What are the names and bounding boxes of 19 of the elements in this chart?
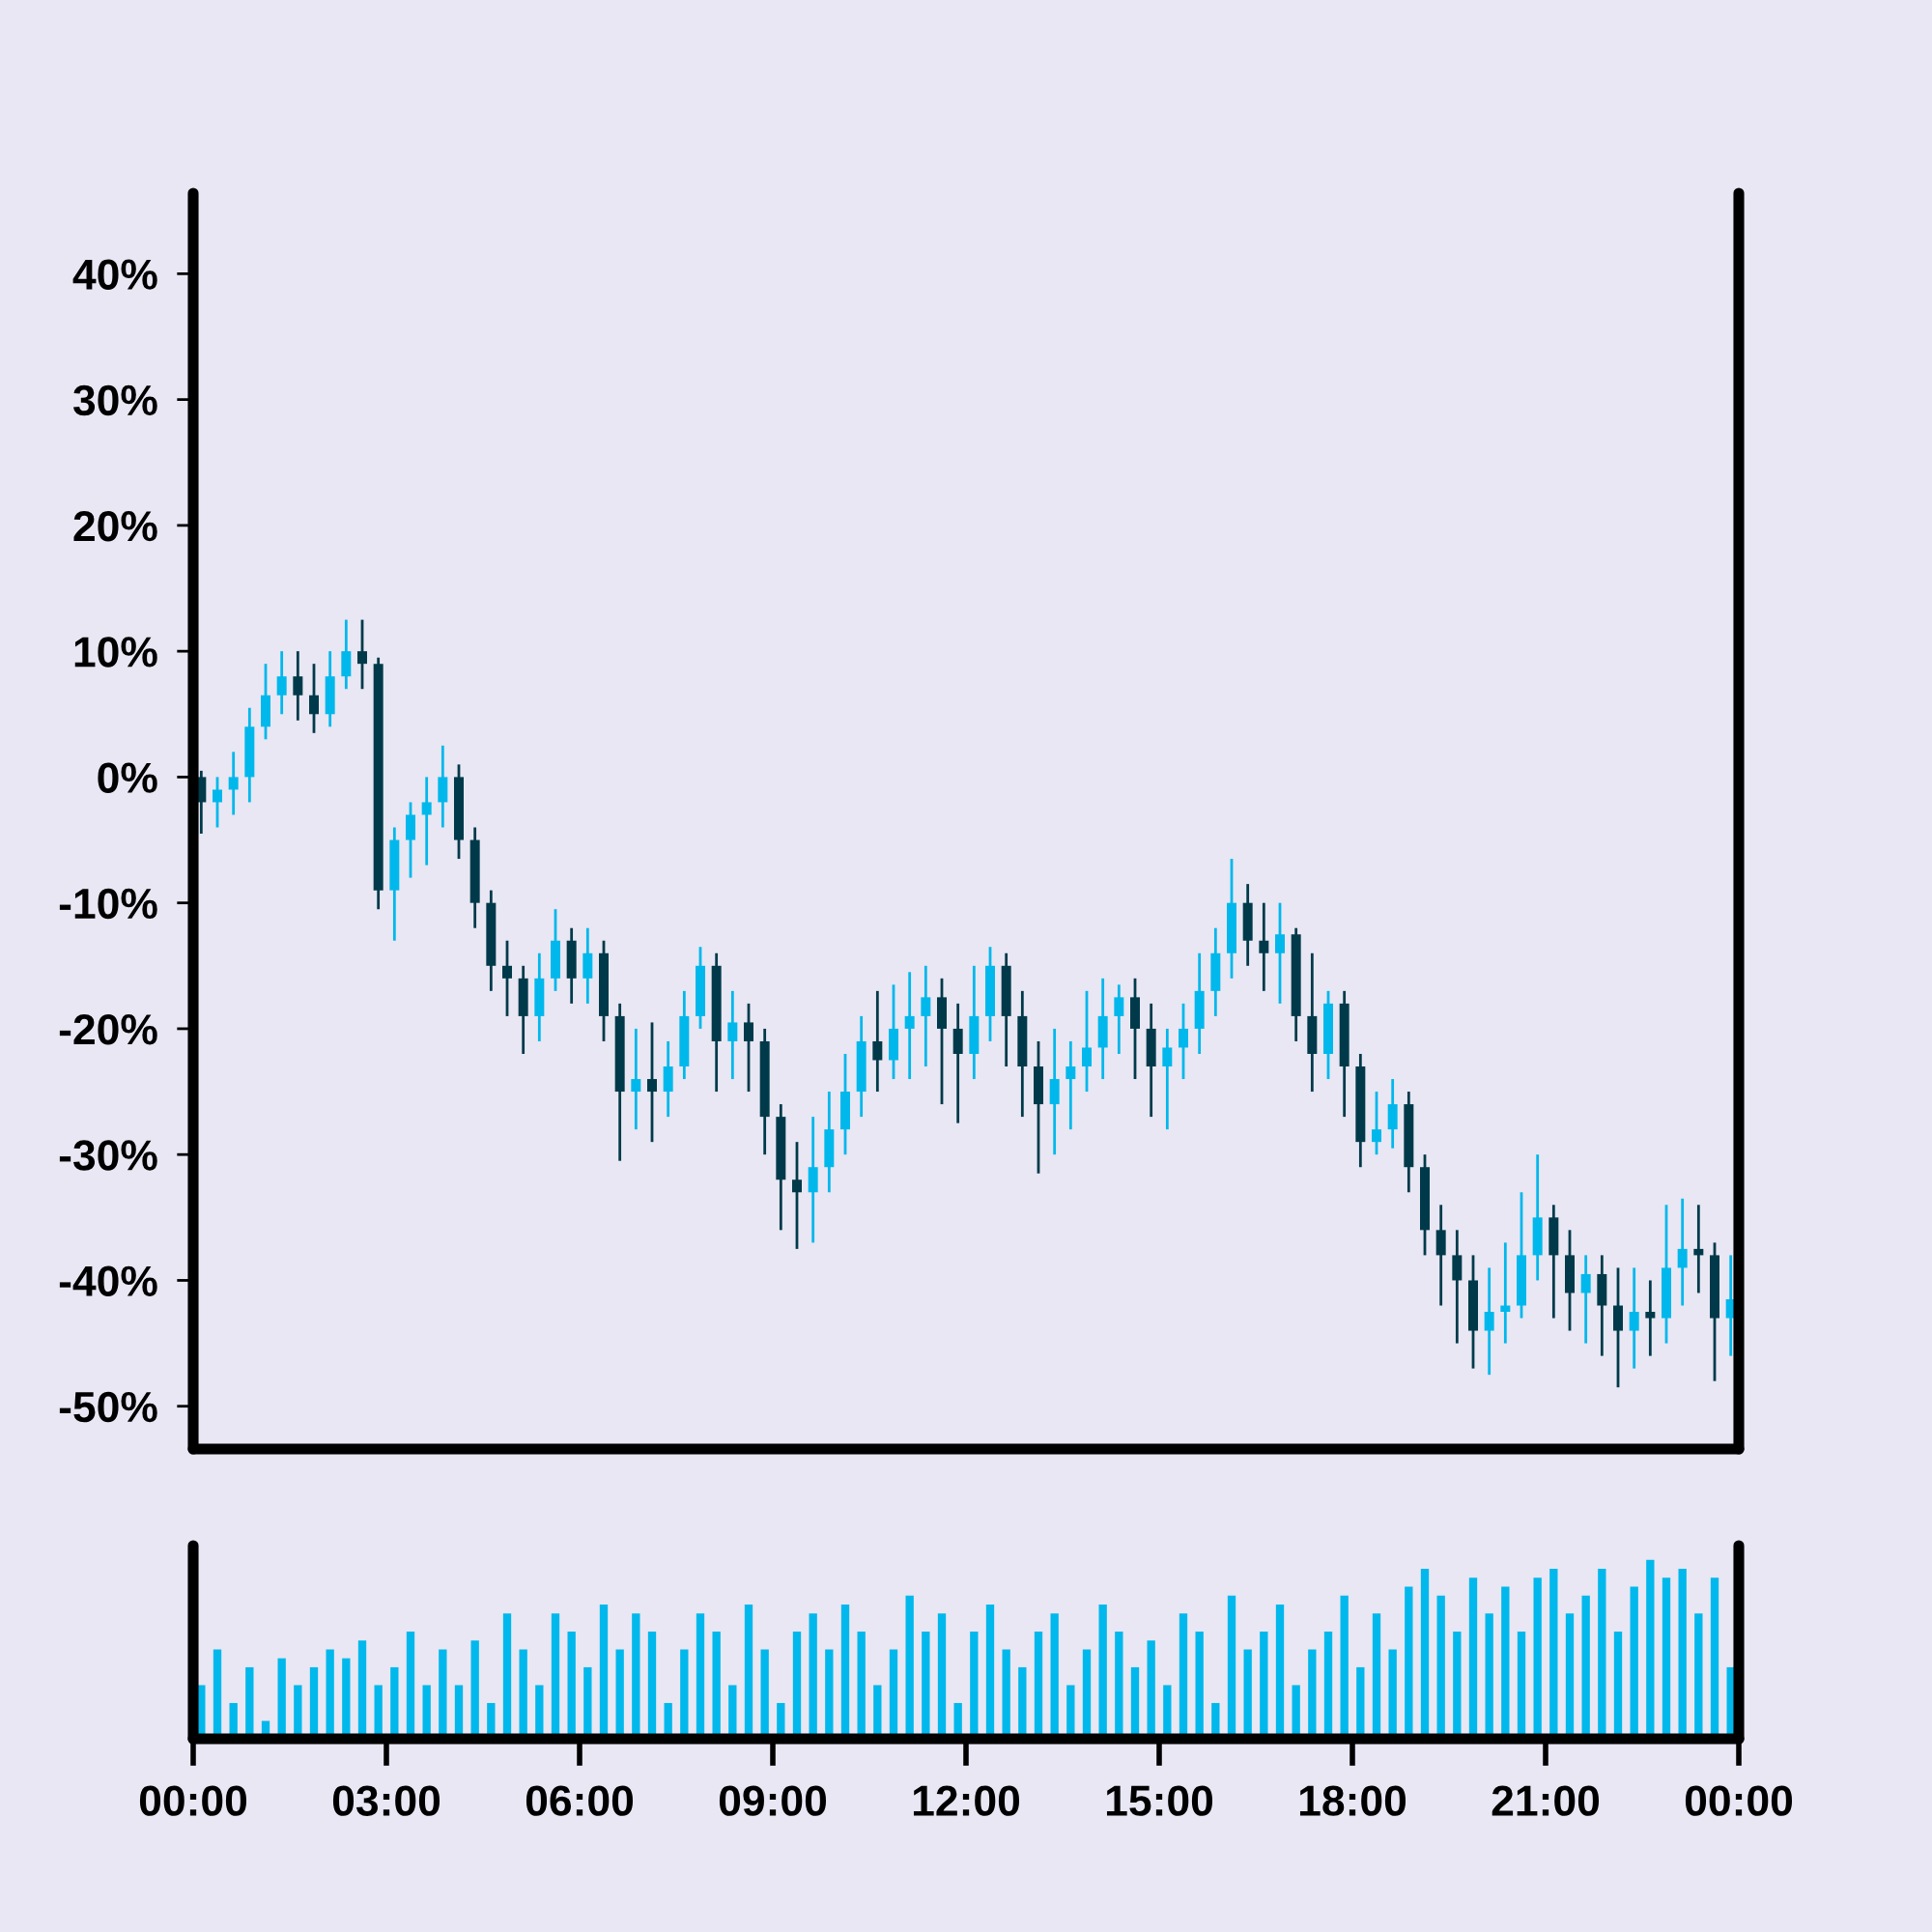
y-tick-label: 0% xyxy=(98,762,157,793)
x-tick-label: 06:00 xyxy=(526,1785,634,1816)
x-tick-label: 12:00 xyxy=(913,1785,1020,1816)
x-tick-label: 03:00 xyxy=(332,1785,440,1816)
x-tick-label: 00:00 xyxy=(139,1785,247,1816)
y-tick-label: 20% xyxy=(73,510,157,542)
y-tick-label: 10% xyxy=(74,637,157,668)
y-tick-label: -50% xyxy=(59,1391,157,1423)
x-tick-label: 21:00 xyxy=(1492,1785,1600,1816)
x-tick-label: 18:00 xyxy=(1299,1785,1406,1816)
x-tick-label: 15:00 xyxy=(1106,1785,1213,1816)
y-tick-label: 40% xyxy=(72,259,157,290)
y-tick-label: -10% xyxy=(59,888,157,920)
x-tick-label: 00:00 xyxy=(1685,1785,1793,1816)
y-tick-label: -20% xyxy=(59,1014,157,1045)
y-tick-label: -30% xyxy=(59,1140,157,1171)
y-tick-label: -40% xyxy=(59,1265,157,1296)
y-tick-label: 30% xyxy=(72,384,157,416)
x-tick-label: 09:00 xyxy=(719,1785,827,1816)
